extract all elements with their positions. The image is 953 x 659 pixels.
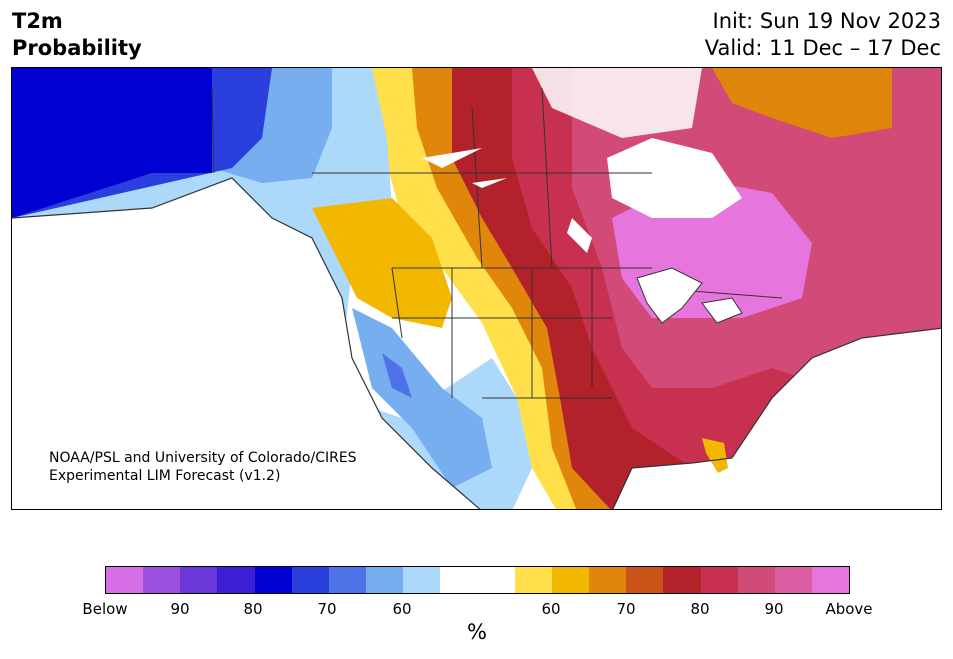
- lakes-canada: [422, 148, 592, 253]
- coastline-east: [612, 327, 941, 509]
- region-below-max: [12, 68, 212, 218]
- colorbar-segment: [366, 567, 404, 593]
- colorbar-segment: [143, 567, 181, 593]
- forecast-map: [11, 67, 942, 510]
- colorbar-segment: [291, 567, 329, 593]
- tick-above: Above: [825, 600, 873, 618]
- colorbar-segment: [774, 567, 812, 593]
- coastline-west: [12, 177, 481, 509]
- title-line-1: T2m: [12, 9, 63, 33]
- tick-above-80: 80: [690, 600, 710, 618]
- tick-below: Below: [82, 600, 128, 618]
- colorbar-segment: [514, 567, 552, 593]
- tick-below-60: 60: [392, 600, 412, 618]
- colorbar-segment: [180, 567, 218, 593]
- title-line-2: Probability: [12, 36, 142, 60]
- colorbar-segment: [477, 567, 515, 593]
- credit-line-1: NOAA/PSL and University of Colorado/CIRE…: [49, 450, 357, 466]
- tick-above-60: 60: [541, 600, 561, 618]
- colorbar: [105, 566, 850, 594]
- tick-above-90: 90: [764, 600, 784, 618]
- region-southwest-cold-strong: [382, 353, 412, 398]
- ocean-gulf-atlantic: [612, 328, 941, 509]
- tick-below-80: 80: [243, 600, 263, 618]
- colorbar-segment: [811, 567, 850, 593]
- colorbar-segment: [626, 567, 664, 593]
- region-arctic-orange: [712, 68, 892, 138]
- colorbar-segment: [663, 567, 701, 593]
- region-northwest-warm: [312, 198, 452, 328]
- florida: [702, 438, 728, 473]
- tick-above-70: 70: [616, 600, 636, 618]
- ocean-pacific: [12, 178, 480, 509]
- colorbar-unit: %: [467, 620, 487, 644]
- credit-text: NOAA/PSL and University of Colorado/CIRE…: [49, 449, 357, 485]
- valid-dates: Valid: 11 Dec – 17 Dec: [704, 36, 941, 60]
- borders: [211, 87, 783, 399]
- colorbar-segment: [589, 567, 627, 593]
- probability-map-svg: [12, 68, 941, 509]
- credit-line-2: Experimental LIM Forecast (v1.2): [49, 468, 281, 484]
- colorbar-segment: [328, 567, 367, 593]
- tick-below-90: 90: [170, 600, 190, 618]
- map-title: T2m Probability: [12, 8, 142, 62]
- colorbar-segment: [700, 567, 738, 593]
- colorbar-segment: [217, 567, 255, 593]
- region-hudson-bay: [607, 138, 742, 218]
- region-arctic-white: [532, 68, 702, 138]
- region-southwest-cold: [352, 308, 492, 488]
- colorbar-segment: [403, 567, 441, 593]
- colorbar-segment: [737, 567, 775, 593]
- init-date: Init: Sun 19 Nov 2023: [712, 9, 941, 33]
- tick-below-70: 70: [317, 600, 337, 618]
- colorbar-segment: [106, 567, 144, 593]
- colorbar-segment: [254, 567, 292, 593]
- great-lakes: [636, 267, 743, 324]
- colorbar-segment: [440, 567, 478, 593]
- colorbar-segment: [551, 567, 590, 593]
- forecast-dates: Init: Sun 19 Nov 2023 Valid: 11 Dec – 17…: [705, 8, 941, 62]
